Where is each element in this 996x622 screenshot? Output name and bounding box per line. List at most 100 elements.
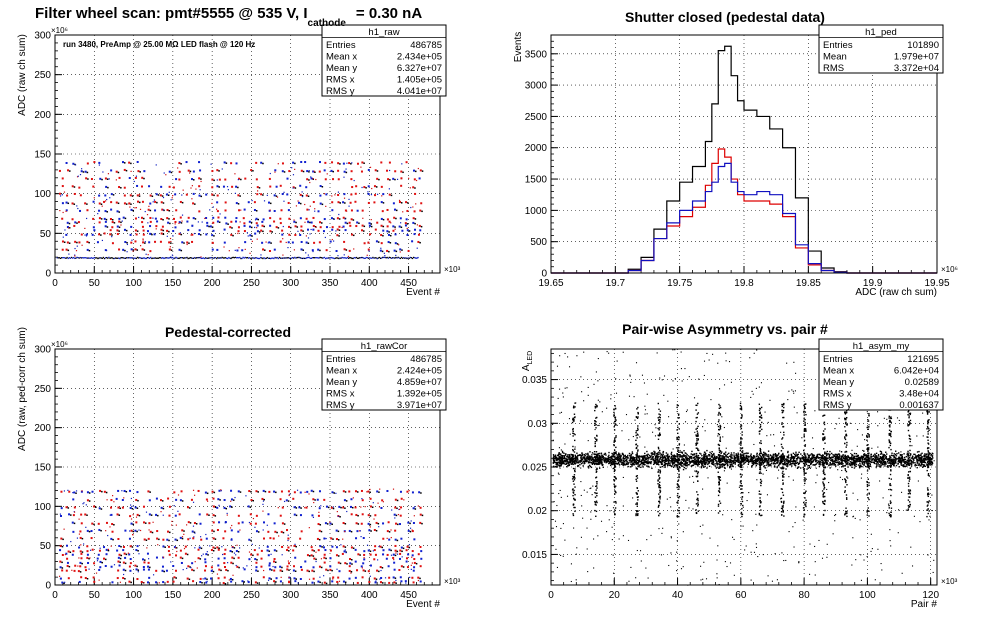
data-point bbox=[191, 185, 193, 187]
data-point bbox=[395, 217, 397, 220]
data-point bbox=[280, 490, 283, 493]
data-point bbox=[143, 538, 146, 541]
data-point bbox=[879, 456, 882, 458]
data-point bbox=[61, 202, 64, 205]
data-point bbox=[198, 513, 201, 516]
data-point bbox=[785, 460, 788, 462]
data-point bbox=[98, 507, 101, 510]
data-point bbox=[627, 457, 629, 459]
data-point bbox=[367, 185, 370, 188]
data-point bbox=[883, 454, 886, 456]
data-point bbox=[212, 549, 215, 552]
data-point bbox=[320, 256, 322, 259]
data-point bbox=[168, 170, 171, 173]
data-point bbox=[400, 178, 402, 180]
data-point bbox=[235, 554, 237, 556]
data-point bbox=[320, 530, 323, 533]
data-point bbox=[211, 234, 214, 237]
stats-label: RMS y bbox=[326, 400, 355, 411]
data-point bbox=[671, 458, 674, 461]
data-point bbox=[329, 240, 332, 243]
data-point bbox=[395, 579, 397, 582]
data-point bbox=[79, 571, 82, 573]
data-point bbox=[223, 241, 226, 244]
data-point bbox=[585, 459, 588, 462]
data-point bbox=[733, 452, 735, 454]
data-point bbox=[323, 581, 326, 584]
stats-label: Mean y bbox=[326, 377, 357, 388]
data-point bbox=[390, 257, 393, 259]
data-point bbox=[254, 257, 256, 259]
data-point bbox=[400, 222, 402, 224]
data-point bbox=[128, 177, 131, 180]
data-point bbox=[328, 257, 330, 259]
data-point bbox=[78, 241, 81, 244]
data-point bbox=[554, 455, 557, 458]
data-point bbox=[556, 466, 558, 468]
data-point bbox=[834, 454, 836, 456]
data-point bbox=[763, 460, 766, 463]
data-point bbox=[388, 193, 391, 196]
data-point bbox=[319, 576, 321, 578]
data-point bbox=[293, 506, 296, 509]
data-point bbox=[100, 218, 103, 220]
data-point bbox=[589, 465, 592, 468]
data-point bbox=[721, 465, 723, 467]
data-point bbox=[360, 489, 363, 492]
data-point bbox=[401, 550, 403, 553]
data-point bbox=[227, 562, 229, 564]
data-point bbox=[268, 257, 271, 259]
data-point bbox=[135, 257, 138, 260]
data-point bbox=[357, 514, 359, 517]
data-point bbox=[378, 178, 380, 181]
data-point bbox=[713, 452, 715, 455]
data-point bbox=[369, 488, 371, 491]
data-point bbox=[411, 240, 414, 243]
data-point bbox=[724, 451, 727, 453]
data-point bbox=[344, 229, 347, 232]
data-point bbox=[212, 514, 215, 517]
data-point bbox=[292, 187, 294, 189]
data-point bbox=[347, 255, 350, 258]
data-point bbox=[228, 579, 230, 581]
data-point bbox=[173, 546, 176, 549]
data-point bbox=[377, 257, 380, 259]
data-point bbox=[718, 454, 721, 456]
data-point bbox=[274, 171, 276, 173]
data-point bbox=[164, 546, 166, 548]
data-point bbox=[390, 536, 392, 539]
data-point bbox=[189, 537, 191, 539]
data-point bbox=[237, 530, 240, 533]
data-point bbox=[323, 498, 326, 501]
data-point bbox=[881, 460, 883, 462]
data-point bbox=[382, 256, 384, 259]
data-point bbox=[331, 201, 334, 204]
data-point bbox=[335, 492, 337, 494]
data-point bbox=[389, 257, 392, 259]
data-point bbox=[194, 218, 197, 220]
data-point bbox=[148, 529, 150, 531]
data-point bbox=[335, 529, 338, 532]
data-point bbox=[907, 463, 910, 465]
data-point bbox=[879, 460, 881, 462]
data-point bbox=[136, 249, 139, 251]
data-point bbox=[304, 257, 306, 260]
data-point bbox=[387, 257, 389, 259]
data-point bbox=[74, 221, 77, 224]
data-point bbox=[235, 564, 237, 567]
data-point bbox=[722, 464, 725, 466]
data-point bbox=[178, 170, 181, 173]
data-point bbox=[197, 257, 199, 259]
data-point bbox=[349, 256, 351, 259]
data-point bbox=[220, 490, 222, 492]
data-point bbox=[130, 241, 133, 244]
data-point bbox=[186, 256, 188, 259]
data-point bbox=[226, 512, 228, 515]
data-point bbox=[394, 242, 397, 245]
data-point bbox=[855, 459, 857, 462]
data-point bbox=[103, 217, 106, 220]
data-point bbox=[696, 459, 698, 462]
data-point bbox=[780, 467, 782, 469]
data-point bbox=[279, 498, 282, 501]
